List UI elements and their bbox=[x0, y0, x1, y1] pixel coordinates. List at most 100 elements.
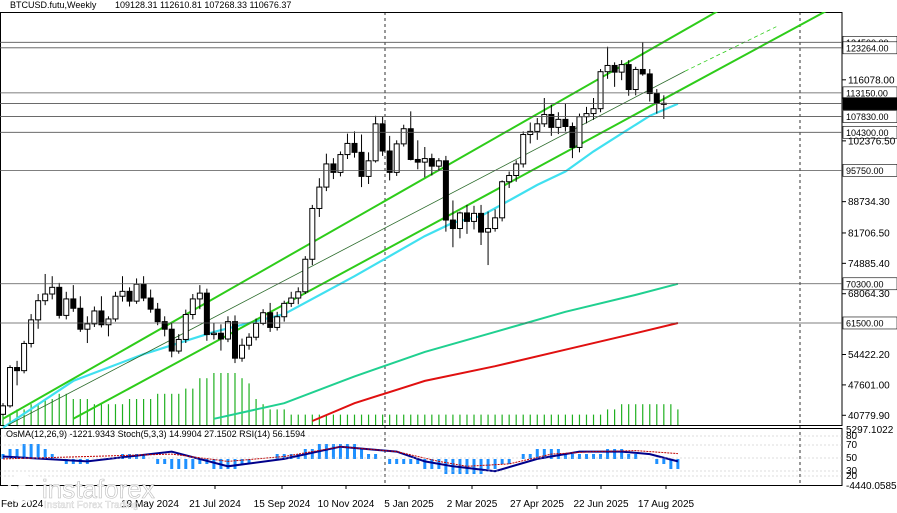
candle bbox=[196, 285, 203, 310]
osc-axis-label: 70 bbox=[846, 440, 858, 451]
candle-body bbox=[428, 158, 435, 167]
y-tick-label: 102376.50 bbox=[848, 136, 896, 147]
candle-body bbox=[239, 344, 246, 359]
candle bbox=[154, 302, 161, 326]
osc-axis-label: 5297.1022 bbox=[846, 425, 894, 436]
level-label-104300: 104300.00 bbox=[842, 125, 897, 139]
rsi-line bbox=[2, 446, 678, 467]
candle bbox=[210, 322, 217, 340]
candle bbox=[295, 287, 302, 305]
candle-body bbox=[203, 292, 210, 336]
candle bbox=[618, 60, 625, 81]
candle bbox=[534, 118, 541, 140]
x-tick-label: 4 Feb 2024 bbox=[0, 499, 44, 510]
candle-body bbox=[112, 295, 119, 320]
ema-green-line bbox=[213, 282, 679, 420]
current-price-box bbox=[843, 97, 897, 110]
candle-body bbox=[513, 163, 520, 177]
candle bbox=[576, 113, 583, 153]
candle bbox=[520, 131, 527, 168]
candle-body bbox=[154, 308, 161, 323]
candle-body bbox=[309, 207, 316, 260]
level-label-61500: 61500.00 bbox=[842, 316, 897, 330]
candle-body bbox=[175, 338, 182, 352]
candle-body bbox=[506, 175, 513, 183]
osc-axis-label: -4440.0585 bbox=[846, 481, 897, 492]
y-tick-label: 88734.30 bbox=[848, 197, 890, 208]
candle bbox=[147, 289, 154, 313]
level-label-text: 123264.00 bbox=[846, 43, 889, 53]
candle-body bbox=[210, 332, 217, 336]
candle-body bbox=[91, 310, 98, 325]
candle bbox=[63, 291, 70, 320]
osc-axis-label: 20 bbox=[846, 471, 858, 482]
x-tick-label: 2 Mar 2025 bbox=[447, 499, 498, 510]
y-tick-label: 40779.90 bbox=[848, 411, 890, 422]
candle bbox=[428, 153, 435, 176]
candle-body bbox=[611, 64, 618, 73]
candle bbox=[260, 309, 267, 326]
candle-body bbox=[485, 228, 492, 233]
osc-axis-label: 50 bbox=[846, 453, 858, 464]
candle bbox=[499, 180, 506, 222]
candle bbox=[56, 282, 63, 319]
candle bbox=[281, 300, 288, 322]
oscillator-pane-frame bbox=[0, 428, 843, 486]
candle-body bbox=[407, 128, 414, 160]
candle bbox=[358, 134, 365, 188]
candle-body bbox=[520, 134, 527, 165]
candle bbox=[421, 146, 428, 178]
candle-body bbox=[463, 212, 470, 222]
candle-body bbox=[274, 316, 281, 328]
candle bbox=[372, 115, 379, 163]
candle bbox=[604, 46, 611, 79]
candle bbox=[203, 288, 210, 341]
candle-body bbox=[590, 108, 597, 115]
candle bbox=[231, 315, 238, 364]
candle bbox=[478, 204, 485, 246]
candle bbox=[246, 333, 253, 350]
level-label-text: 113150.00 bbox=[846, 88, 888, 98]
candle-body bbox=[246, 336, 253, 346]
candle bbox=[527, 122, 534, 144]
candle-body bbox=[217, 332, 224, 340]
candle bbox=[98, 296, 105, 328]
candle-body bbox=[639, 68, 646, 75]
candle-body bbox=[133, 283, 140, 302]
level-label-box bbox=[842, 110, 897, 123]
candle-body bbox=[379, 123, 386, 152]
candle-body bbox=[119, 290, 126, 297]
candle bbox=[126, 287, 133, 307]
level-label-text: 104300.00 bbox=[846, 128, 889, 138]
candle bbox=[182, 309, 189, 344]
candle bbox=[175, 334, 182, 354]
candle bbox=[386, 135, 393, 181]
candle bbox=[189, 294, 196, 320]
level-label-113150: 113150.00 bbox=[842, 86, 897, 100]
candle bbox=[625, 60, 632, 96]
y-tick-label: 47601.00 bbox=[848, 380, 890, 391]
level-label-box bbox=[842, 277, 897, 291]
candle-body bbox=[337, 154, 344, 173]
candle bbox=[330, 158, 337, 180]
candle bbox=[562, 103, 569, 132]
candle-body bbox=[618, 64, 625, 73]
candle bbox=[344, 133, 351, 160]
level-label-box bbox=[842, 316, 897, 330]
level-label-123264: 123264.00 bbox=[842, 41, 897, 55]
candle-body bbox=[316, 186, 323, 209]
candle bbox=[379, 116, 386, 156]
watermark-tagline: Instant Forex Trading bbox=[44, 500, 139, 511]
candle-body bbox=[260, 312, 267, 324]
candle bbox=[0, 403, 6, 416]
y-tick-label: 81706.50 bbox=[848, 228, 890, 239]
current-price-label: 110676.00 bbox=[843, 97, 897, 110]
candle-body bbox=[449, 219, 456, 230]
x-tick-label: 10 Nov 2024 bbox=[318, 499, 375, 510]
candle bbox=[323, 153, 330, 192]
candle bbox=[646, 69, 653, 102]
candle-body bbox=[49, 286, 56, 295]
candle bbox=[28, 314, 35, 348]
y-tick-label: 54422.20 bbox=[848, 350, 890, 361]
